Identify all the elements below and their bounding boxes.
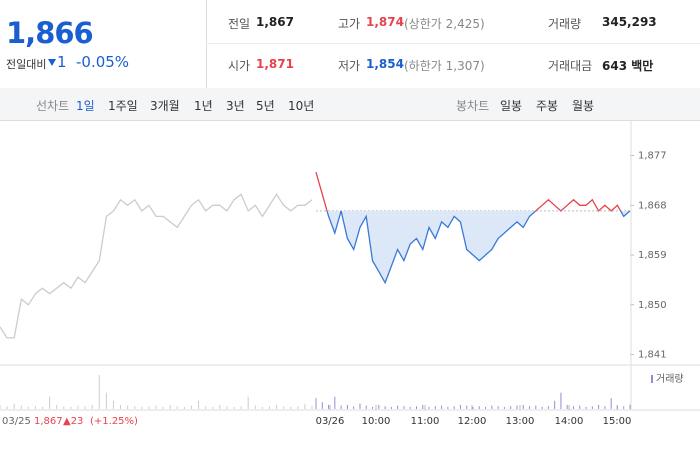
stat-label: 거래량 (548, 17, 582, 31)
stat-note: (상한가 2,425) (404, 17, 485, 31)
x-tick-label: 12:00 (458, 416, 487, 427)
stat-note: (하한가 1,307) (404, 59, 485, 73)
change-label: 전일대비 (6, 58, 47, 71)
stat-value: 1,874 (366, 15, 404, 29)
y-tick-label: 1,868 (638, 200, 667, 211)
line-chart-label: 선차트 (36, 99, 70, 113)
price: 1,866 (6, 16, 94, 50)
x-tick-label: 14:00 (555, 416, 584, 427)
stat-label: 거래대금 (548, 59, 593, 73)
stat-value: 1,871 (256, 57, 294, 71)
y-tick-label: 1,859 (638, 250, 667, 261)
today-line-down (326, 210, 631, 285)
volume-legend: 거래량 (656, 373, 684, 385)
change-label: ▲23 (63, 416, 83, 427)
stat-value: 643 백만 (602, 59, 654, 73)
close-label: 1,867 (34, 416, 63, 427)
x-tick-label: 15:00 (603, 416, 632, 427)
stat-value: 1,854 (366, 57, 404, 71)
stat-label: 고가 (338, 17, 361, 31)
divider (206, 43, 700, 44)
today-line-up (315, 172, 630, 211)
stat-value: 1,867 (256, 15, 294, 29)
tab-bar: 선차트 봉차트 (0, 88, 700, 121)
change: 1 (57, 53, 67, 71)
date-label: 03/25 (2, 416, 31, 427)
candle-tab[interactable]: 월봉 (572, 99, 595, 113)
candle-tab[interactable]: 일봉 (500, 99, 523, 113)
y-tick-label: 1,841 (638, 349, 667, 360)
period-tab[interactable]: 1일 (76, 99, 95, 113)
x-tick-label: 11:00 (411, 416, 440, 427)
down-icon (48, 59, 56, 66)
stat-value: 345,293 (602, 15, 657, 29)
y-tick-label: 1,877 (638, 151, 667, 162)
x-tick-label: 13:00 (506, 416, 535, 427)
stat-label: 저가 (338, 59, 361, 73)
y-tick-label: 1,850 (638, 300, 667, 311)
period-tab[interactable]: 3년 (226, 99, 245, 113)
candle-chart-label: 봉차트 (456, 99, 490, 113)
pct-label: (+1.25%) (90, 416, 138, 427)
volume-legend-icon (651, 375, 653, 383)
change-pct: -0.05% (76, 53, 130, 71)
period-tab[interactable]: 5년 (256, 99, 275, 113)
candle-tab[interactable]: 주봉 (536, 99, 559, 113)
x-tick-label: 03/26 (316, 416, 345, 427)
divider (206, 0, 207, 88)
period-tab[interactable]: 10년 (288, 99, 315, 113)
stat-label: 시가 (228, 59, 251, 73)
stat-label: 전일 (228, 17, 251, 31)
period-tab[interactable]: 1주일 (108, 99, 138, 113)
x-tick-label: 10:00 (362, 416, 391, 427)
period-tab[interactable]: 3개월 (150, 99, 180, 113)
period-tab[interactable]: 1년 (194, 99, 213, 113)
previous-line (0, 193, 313, 339)
today-area (327, 210, 630, 283)
